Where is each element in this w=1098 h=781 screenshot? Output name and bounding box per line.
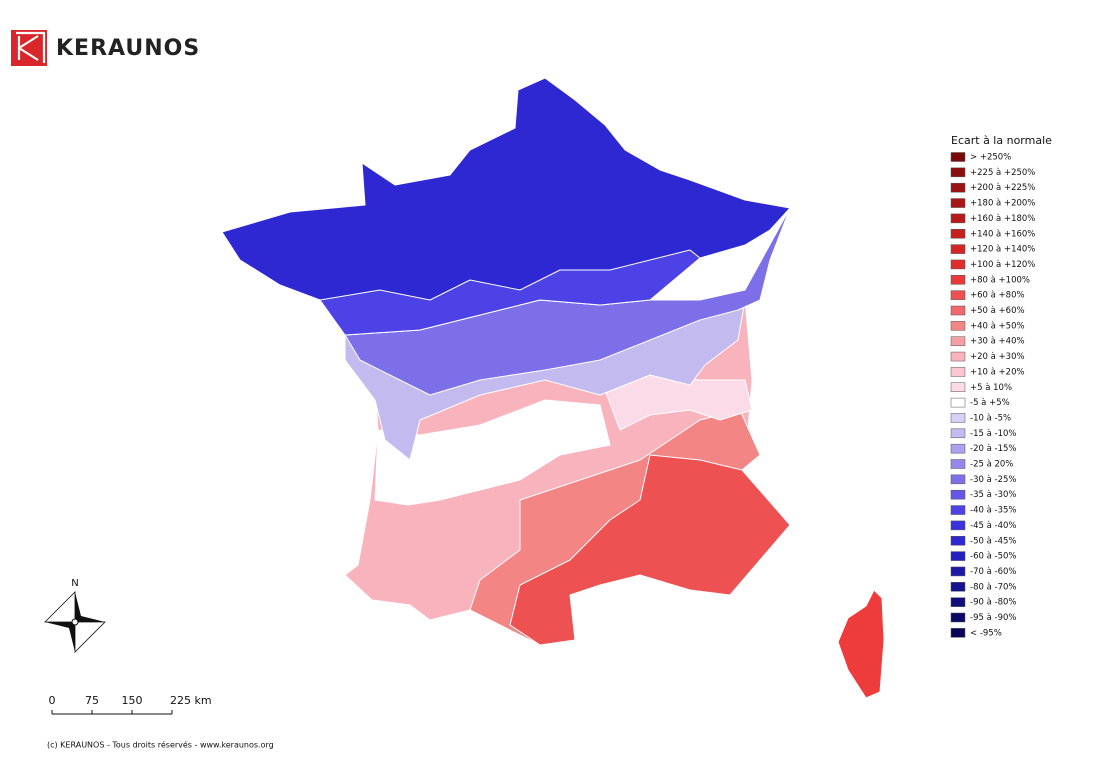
logo-mark bbox=[11, 30, 47, 66]
region bbox=[319, 249, 701, 336]
legend-swatch bbox=[950, 213, 966, 224]
legend-swatch bbox=[950, 551, 966, 561]
legend-swatch bbox=[950, 229, 966, 239]
legend-swatch bbox=[950, 382, 966, 392]
legend-label: +60 à +80% bbox=[970, 291, 1025, 301]
region bbox=[374, 399, 611, 506]
legend-swatch bbox=[950, 520, 966, 531]
scale-label: 0 bbox=[49, 694, 56, 707]
legend-label: < -95% bbox=[970, 628, 1002, 638]
logo: KERAUNOS bbox=[11, 30, 200, 66]
legend-label: -60 à -50% bbox=[970, 552, 1016, 562]
legend-label: -90 à -80% bbox=[970, 598, 1016, 608]
legend-label: +140 à +160% bbox=[970, 229, 1035, 239]
legend-label: -50 à -45% bbox=[970, 536, 1016, 546]
legend-label: -80 à -70% bbox=[970, 582, 1016, 592]
legend-swatch bbox=[950, 536, 966, 546]
legend-swatch bbox=[950, 474, 966, 485]
legend-label: > +250% bbox=[970, 153, 1011, 163]
legend-label: -45 à -40% bbox=[970, 521, 1016, 531]
legend-swatch bbox=[950, 244, 966, 254]
legend-label: +40 à +50% bbox=[970, 321, 1025, 331]
legend-swatch bbox=[950, 566, 966, 577]
legend-label: +50 à +60% bbox=[970, 306, 1025, 316]
legend-label: -30 à -25% bbox=[970, 475, 1016, 485]
logo-text: KERAUNOS bbox=[56, 36, 200, 61]
legend-label: +80 à +100% bbox=[970, 275, 1030, 285]
scale-label: 225 km bbox=[170, 694, 212, 707]
legend-swatch bbox=[950, 597, 966, 607]
legend-label: -20 à -15% bbox=[970, 444, 1016, 454]
legend-label: +120 à +140% bbox=[970, 245, 1035, 255]
legend-label: -70 à -60% bbox=[970, 567, 1016, 577]
legend-label: +100 à +120% bbox=[970, 260, 1035, 270]
legend-label: -40 à -35% bbox=[970, 506, 1016, 516]
legend-label: +10 à +20% bbox=[970, 367, 1025, 377]
legend-swatch bbox=[950, 305, 966, 316]
legend-label: +30 à +40% bbox=[970, 337, 1025, 347]
legend-swatch bbox=[950, 367, 966, 377]
legend-label: -25 à 20% bbox=[970, 460, 1013, 470]
legend-label: +160 à +180% bbox=[970, 214, 1035, 224]
compass-center bbox=[71, 618, 79, 626]
legend-swatch bbox=[950, 582, 966, 592]
legend-swatch bbox=[950, 489, 966, 500]
legend-swatch bbox=[950, 428, 966, 439]
legend-swatch bbox=[950, 167, 966, 178]
legend-swatch bbox=[950, 628, 966, 638]
legend-label: -95 à -90% bbox=[970, 613, 1016, 623]
logo-glyph bbox=[16, 31, 46, 63]
legend-swatch bbox=[950, 321, 966, 331]
legend-label: +200 à +225% bbox=[970, 183, 1035, 193]
legend-swatch bbox=[950, 351, 966, 362]
legend-swatch bbox=[950, 397, 966, 408]
legend-label: +180 à +200% bbox=[970, 199, 1035, 209]
legend-swatch bbox=[950, 275, 966, 285]
legend: > +250% +225 à +250% +200 à +225% +180 à +2… bbox=[950, 152, 1035, 638]
map bbox=[221, 77, 885, 699]
compass-label: N bbox=[71, 578, 78, 589]
corsica bbox=[837, 589, 885, 699]
legend-swatch bbox=[950, 198, 966, 208]
region bbox=[509, 454, 791, 646]
legend-label: -15 à -10% bbox=[970, 429, 1016, 439]
legend-swatch bbox=[950, 413, 966, 423]
legend-label: +5 à 10% bbox=[970, 383, 1012, 393]
legend-label: +225 à +250% bbox=[970, 168, 1035, 178]
legend-swatch bbox=[950, 443, 966, 454]
compass: N bbox=[44, 578, 106, 653]
legend-swatch bbox=[950, 259, 966, 270]
legend-label: -5 à +5% bbox=[970, 398, 1010, 408]
scale-label: 150 bbox=[122, 694, 143, 707]
legend-swatch bbox=[950, 152, 966, 162]
legend-label: -35 à -30% bbox=[970, 490, 1016, 500]
legend-title: Ecart à la normale bbox=[951, 134, 1052, 147]
legend-swatch bbox=[950, 182, 966, 193]
legend-label: -10 à -5% bbox=[970, 413, 1011, 423]
legend-swatch bbox=[950, 336, 966, 346]
legend-swatch bbox=[950, 459, 966, 469]
scale-bar: 0 75 150 225 km bbox=[49, 694, 212, 715]
legend-swatch bbox=[950, 290, 966, 300]
footer: (c) KERAUNOS - Tous droits réservés - ww… bbox=[47, 740, 274, 750]
scale-label: 75 bbox=[85, 694, 99, 707]
legend-label: +20 à +30% bbox=[970, 352, 1025, 362]
legend-swatch bbox=[950, 505, 966, 515]
legend-swatch bbox=[950, 612, 966, 623]
